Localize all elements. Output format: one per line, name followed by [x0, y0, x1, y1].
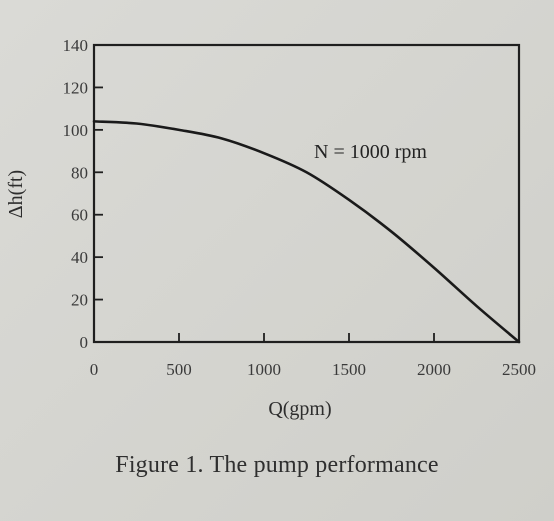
y-tick-label: 80: [71, 163, 88, 182]
x-tick-labels: 0 500 1000 1500 2000 2500: [90, 360, 536, 379]
x-tick-label: 0: [90, 360, 99, 379]
y-tick-label: 140: [63, 36, 89, 55]
plot-frame: [92, 43, 521, 344]
y-tick-label: 100: [63, 121, 89, 140]
x-tick-label: 1500: [332, 360, 366, 379]
y-tick-label: 40: [71, 248, 88, 267]
axis-ticks: [94, 86, 435, 342]
series-line: [92, 120, 521, 344]
series-layer: [92, 120, 521, 344]
y-tick-labels: 0 20 40 60 80 100 120 140: [63, 36, 89, 352]
curve-label: N = 1000 rpm: [314, 141, 427, 163]
y-axis-title: Δh(ft): [5, 170, 27, 218]
plot-area: [92, 43, 521, 344]
figure-caption: Figure 1. The pump performance: [115, 452, 439, 478]
x-tick-label: 1000: [247, 360, 281, 379]
y-tick-label: 60: [71, 206, 88, 225]
x-axis-title: Q(gpm): [268, 398, 331, 420]
x-tick-label: 2000: [417, 360, 451, 379]
y-tick-label: 20: [71, 291, 88, 310]
y-tick-label: 120: [63, 78, 89, 97]
y-tick-label: 0: [80, 333, 89, 352]
x-tick-label: 500: [166, 360, 192, 379]
x-tick-label: 2500: [502, 360, 536, 379]
